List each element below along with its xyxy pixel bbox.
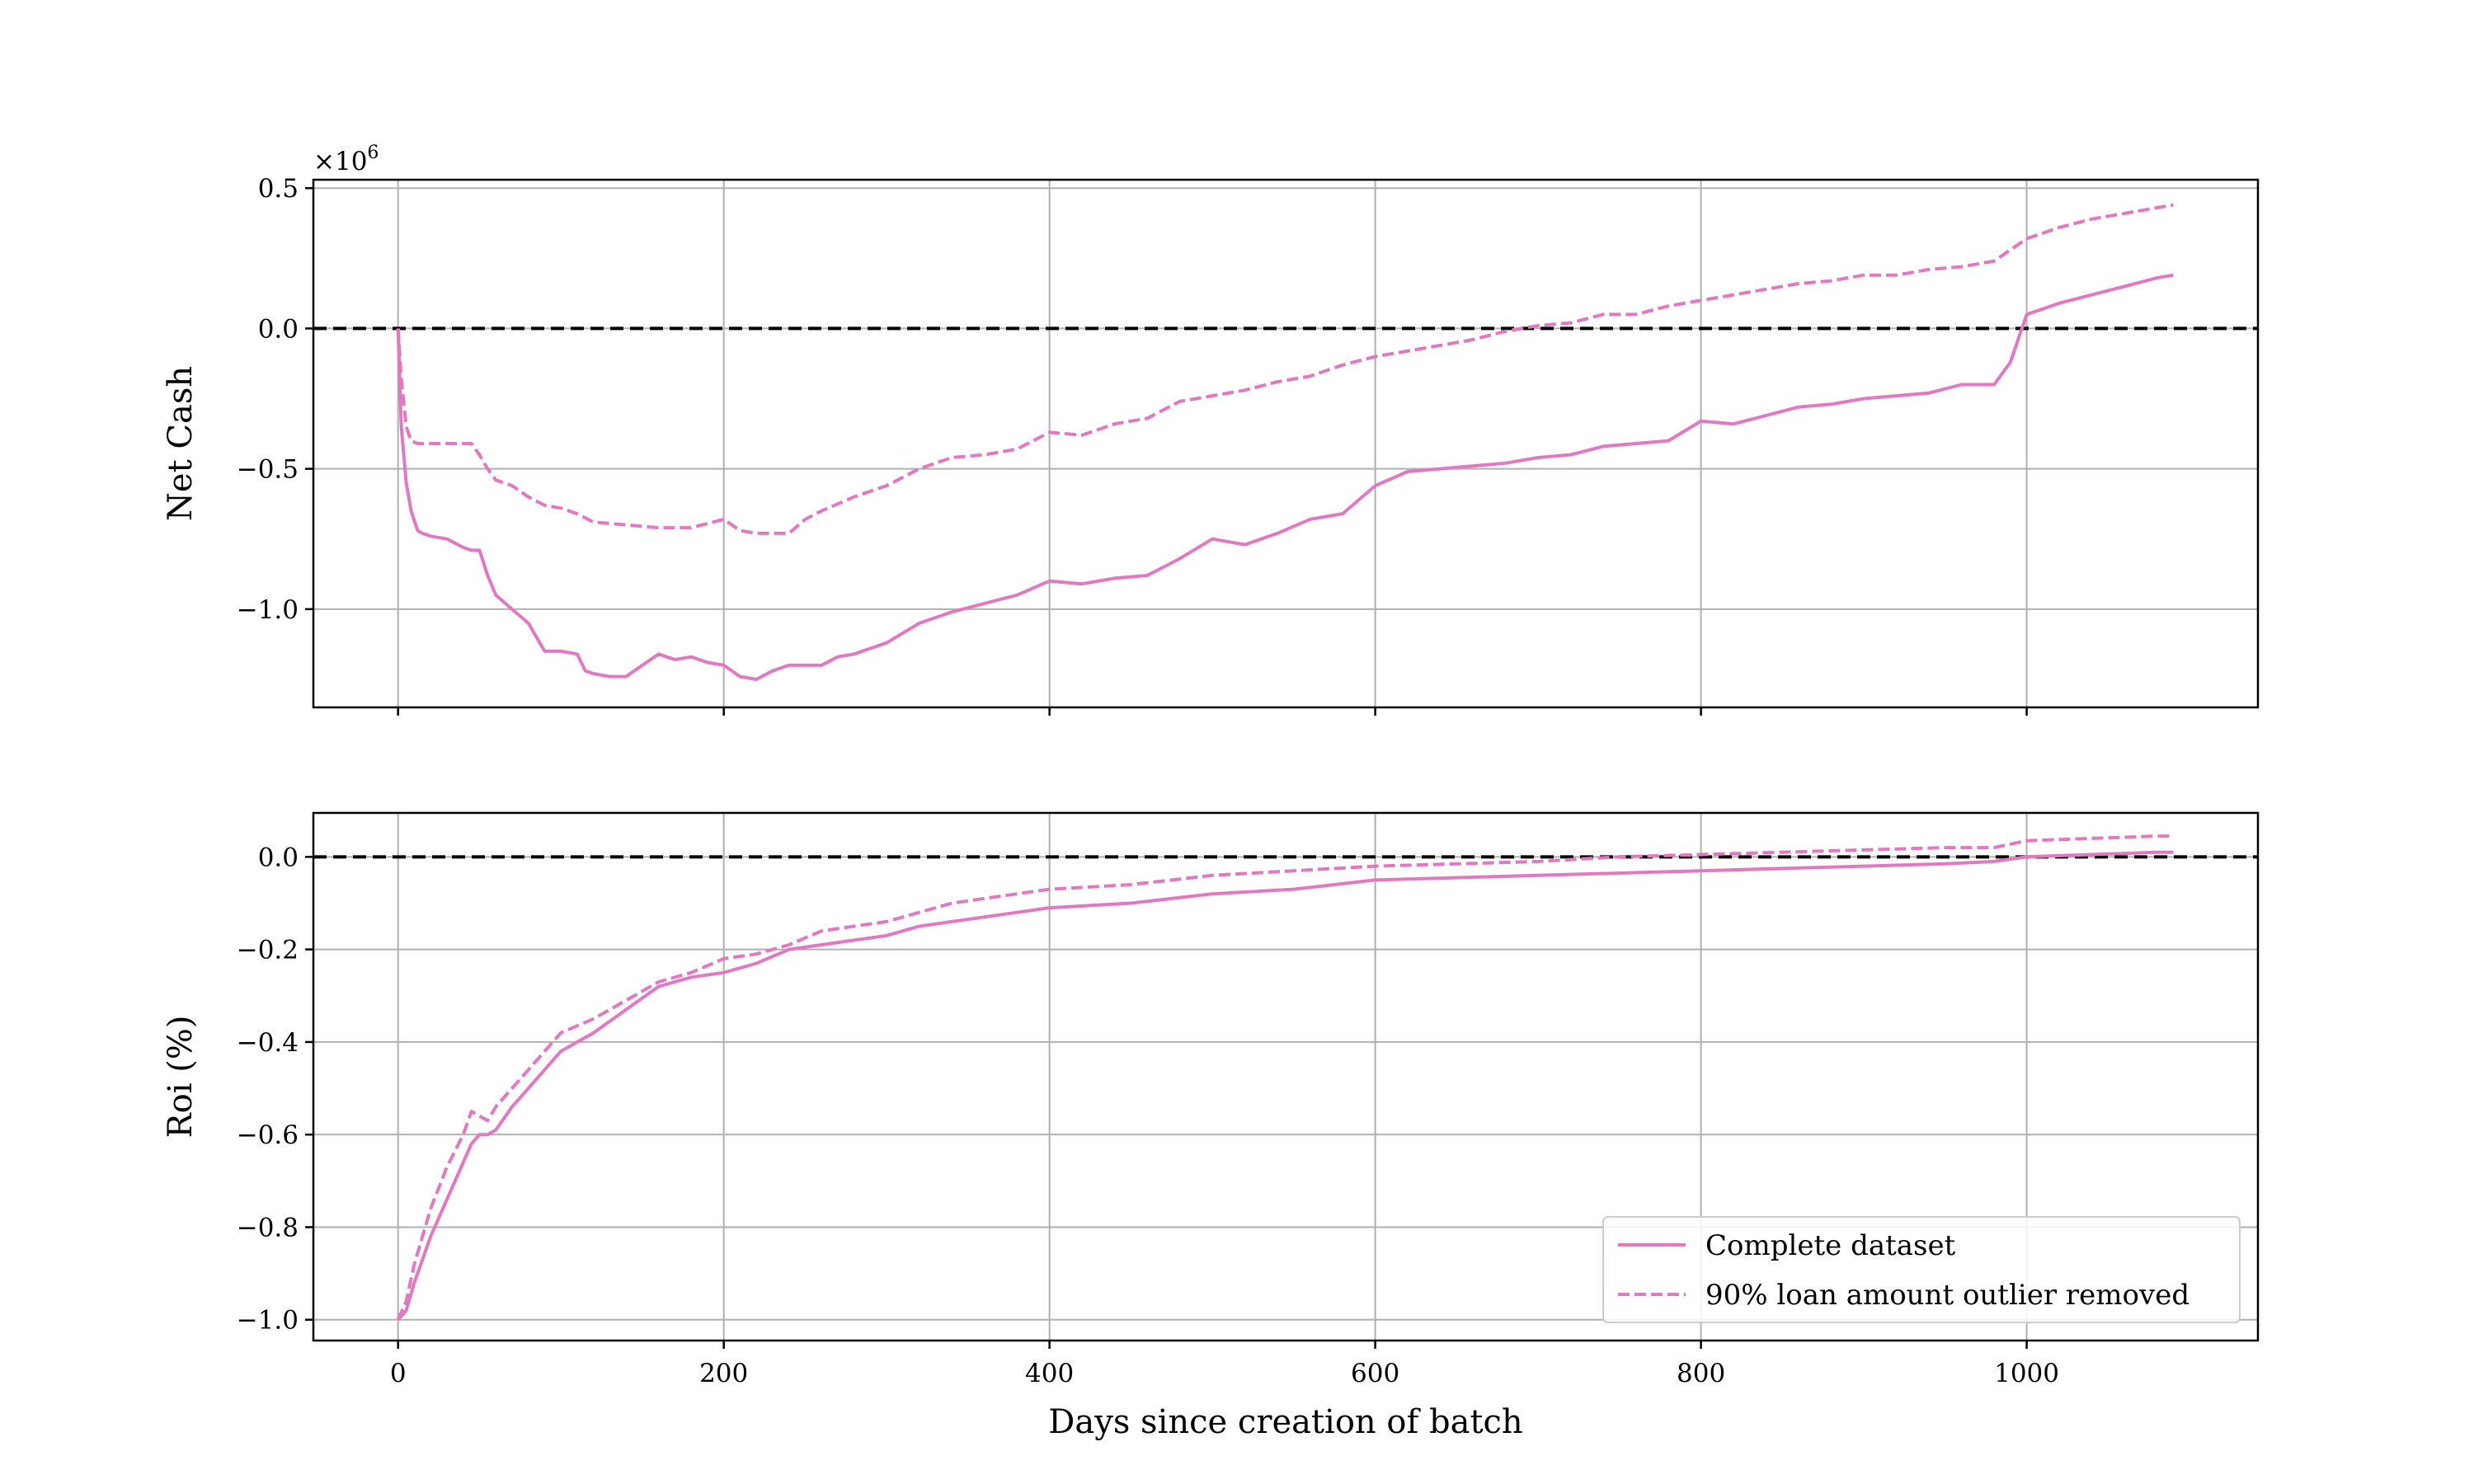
roi-ytick-label: −1.0 [237,1306,299,1336]
legend-box [1602,1216,2241,1323]
legend: Complete dataset 90% loan amount outlier … [1602,1216,2241,1323]
net-cash-ytick-label: 0.5 [258,174,299,204]
roi-xtick-label: 400 [1025,1359,1074,1388]
roi-ytick-label: −0.8 [237,1213,299,1242]
net-cash-series-complete [396,273,2174,681]
net-cash-ytick-label: −1.0 [237,595,299,625]
roi-series-complete [397,850,2174,1322]
legend-label-complete: Complete dataset [1705,1229,1956,1262]
roi-ytick-label: −0.4 [237,1028,299,1058]
roi-xtick-label: 800 [1677,1359,1725,1388]
roi-series-outlier-removed [396,834,2174,1321]
net-cash-series-outlier-removed [396,203,2174,535]
net-cash-ytick-label: −0.5 [237,455,299,485]
roi-xtick-label: 200 [699,1359,748,1388]
net-cash-ytick-label: 0.0 [258,314,299,344]
net-cash-ylabel: Net Cash [162,366,200,521]
roi-xtick-label: 600 [1351,1359,1399,1388]
net-cash-axes-frame [312,178,2260,709]
roi-panel: 0.0 −0.2 −0.4 −0.6 −0.8 −1.0 0 200 400 600 800 1000… [162,811,2260,1441]
roi-xtick-label: 1000 [1994,1359,2059,1388]
roi-ytick-label: −0.6 [237,1120,299,1150]
roi-xtick-label: 0 [390,1359,407,1388]
roi-ylabel: Roi (%) [162,1016,200,1139]
legend-label-outlier-removed: 90% loan amount outlier removed [1705,1279,2189,1312]
net-cash-panel: 0.5 0.0 −0.5 −1.0 Net Cash ×106 [162,143,2260,716]
net-cash-scale-offset-label: ×106 [313,143,379,176]
roi-ytick-label: −0.2 [237,936,299,965]
roi-ytick-label: 0.0 [258,843,299,872]
roi-xlabel: Days since creation of batch [1048,1403,1522,1441]
roi-axes-frame [312,811,2260,1342]
